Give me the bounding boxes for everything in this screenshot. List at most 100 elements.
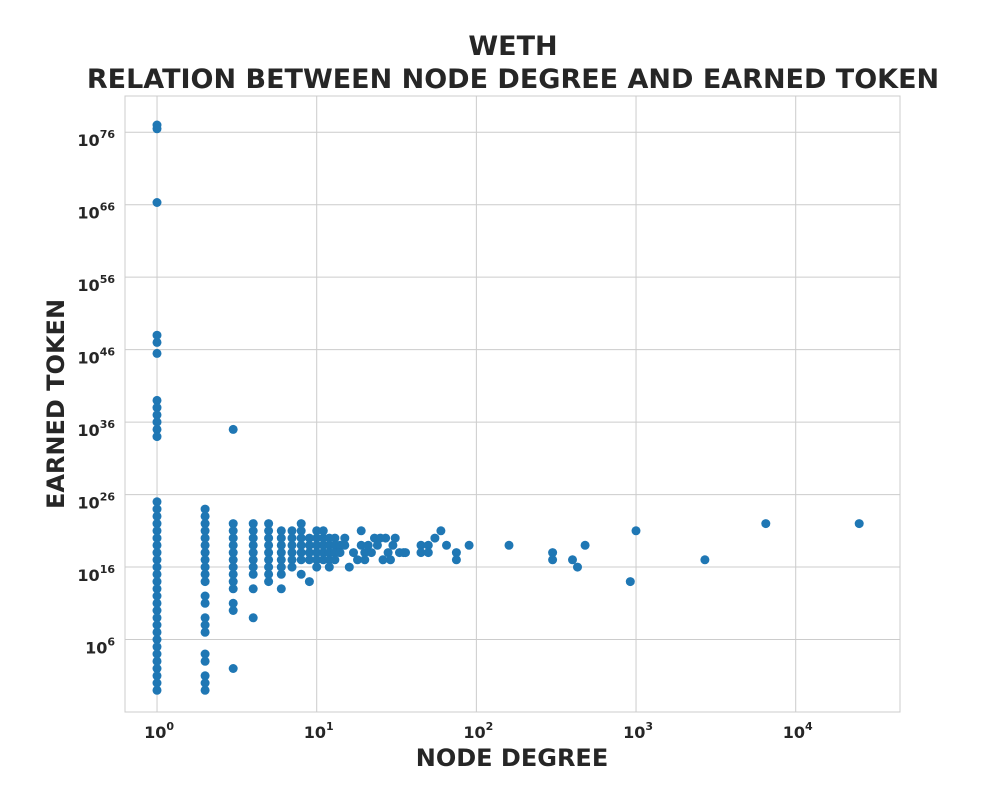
data-point [276,562,286,572]
data-point [383,548,393,558]
data-point [228,540,238,550]
data-point [296,519,306,529]
data-point [200,562,210,572]
data-point [388,540,398,550]
data-point [700,555,710,565]
data-point [386,555,395,565]
data-point [296,526,306,536]
y-tick-labels: 106 1016 1026 1036 1046 1056 1066 1076 [77,128,115,657]
data-point [248,540,258,550]
data-point [761,519,771,529]
data-point [152,519,162,529]
data-point [390,533,400,543]
data-point [152,620,162,630]
data-point [228,606,238,615]
y-tick-label: 1066 [77,201,115,223]
data-point [200,526,210,536]
data-point [200,656,210,666]
data-point [580,540,590,550]
data-point [423,540,433,550]
data-point [228,555,238,565]
data-point [152,410,162,420]
y-tick-label: 1036 [77,418,115,440]
data-point [248,555,258,565]
data-point [312,533,322,543]
data-point [228,533,238,543]
data-point [276,569,286,579]
y-tick-label: 106 [85,636,115,658]
data-point [287,562,297,572]
data-point [304,540,314,550]
data-point [436,526,446,536]
data-point [152,642,162,652]
data-point [318,526,328,536]
data-point [228,569,238,579]
data-point [287,540,297,550]
data-point [152,635,162,644]
x-tick-label: 101 [304,720,334,742]
data-point [152,348,162,358]
data-point [152,685,162,695]
data-point [312,540,322,550]
data-point [248,569,258,579]
data-point [287,526,297,536]
data-point [152,562,162,572]
data-point [296,533,306,543]
data-point [276,555,286,565]
data-point [304,533,314,543]
data-point [200,591,210,601]
data-point [152,649,162,659]
data-point [631,526,641,536]
data-point [451,555,461,565]
data-point [152,395,162,405]
data-point [296,555,306,565]
data-point [152,403,162,413]
data-point [356,540,366,550]
data-point [200,519,210,529]
x-tick-label: 102 [463,720,493,742]
data-point [312,555,322,565]
plot-area [124,95,901,713]
data-point [152,540,162,550]
data-point [200,685,210,695]
data-point [200,620,210,630]
data-point [366,548,376,558]
data-point [264,540,274,550]
data-point [200,540,210,550]
data-point [228,548,238,558]
data-point [152,533,162,543]
data-point [152,417,162,427]
data-point [152,424,162,434]
data-point [152,511,162,521]
y-tick-label: 1046 [77,346,115,368]
data-point [296,540,306,550]
data-point [152,606,162,615]
data-point [152,198,162,207]
data-point [228,519,238,529]
y-tick-label: 1026 [77,491,115,513]
data-point [304,577,314,587]
data-point [152,613,162,623]
y-axis-label: EARNED TOKEN [42,299,70,509]
data-point [152,432,162,442]
data-point [296,569,306,579]
data-point [152,664,162,673]
data-point [451,548,461,558]
data-point [264,569,274,579]
data-point [287,548,297,558]
data-point [304,548,314,558]
data-point [312,526,322,536]
data-point [200,577,210,587]
data-point [152,337,162,347]
data-point [504,540,514,550]
data-point [287,555,297,565]
data-point [312,562,322,572]
data-point [304,555,314,565]
data-point [340,533,350,543]
data-point [573,562,582,572]
data-point [356,526,366,536]
data-points [152,120,864,695]
data-point [568,555,577,565]
data-point [228,598,238,608]
